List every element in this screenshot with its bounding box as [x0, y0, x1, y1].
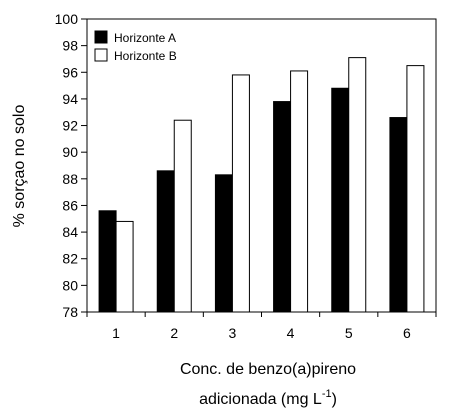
bar-horizonte-b-1 — [115, 220, 134, 313]
y-tick-label: 98 — [62, 38, 78, 54]
x-tick-label: 3 — [229, 325, 237, 341]
bars — [98, 57, 425, 313]
y-tick-label: 94 — [62, 91, 78, 107]
x-tick-label: 6 — [403, 325, 411, 341]
bar-horizonte-b-4 — [290, 70, 309, 313]
y-axis-ticks: 78 80 82 84 86 88 90 92 94 96 98 100 — [55, 11, 87, 320]
bar-horizonte-b-6 — [406, 65, 425, 313]
y-tick-label: 78 — [62, 304, 78, 320]
y-tick-label: 100 — [55, 11, 79, 27]
x-axis-title-line2: adicionada (mg L-1) — [199, 388, 337, 408]
y-tick-label: 90 — [62, 144, 78, 160]
legend-label-horizonte-b: Horizonte B — [114, 49, 177, 63]
y-tick-label: 96 — [62, 64, 78, 80]
y-axis-title: % sorçao no solo — [11, 105, 28, 228]
x-tick-label: 2 — [170, 325, 178, 341]
bar-horizonte-a-3 — [214, 174, 233, 313]
y-tick-label: 82 — [62, 251, 78, 267]
bar-horizonte-b-2 — [173, 119, 192, 313]
y-tick-label: 86 — [62, 197, 78, 213]
legend-label-horizonte-a: Horizonte A — [114, 31, 176, 45]
y-tick-label: 84 — [62, 224, 78, 240]
y-tick-label: 88 — [62, 171, 78, 187]
bar-horizonte-a-5 — [331, 87, 350, 313]
bar-horizonte-a-6 — [389, 117, 408, 313]
x-tick-label: 1 — [112, 325, 120, 341]
bar-horizonte-a-4 — [273, 101, 292, 313]
x-tick-label: 4 — [287, 325, 295, 341]
x-axis-ticks: 1 2 3 4 5 6 — [86, 312, 437, 341]
x-axis-title-line1: Conc. de benzo(a)pireno — [180, 361, 356, 378]
bar-horizonte-a-2 — [156, 170, 175, 313]
legend-swatch-horizonte-a — [94, 30, 108, 44]
bar-horizonte-a-1 — [98, 210, 117, 313]
x-tick-label: 5 — [345, 325, 353, 341]
legend: Horizonte A Horizonte B — [94, 30, 177, 63]
bar-horizonte-b-5 — [348, 57, 367, 313]
bar-horizonte-b-3 — [231, 74, 250, 313]
y-tick-label: 80 — [62, 277, 78, 293]
y-tick-label: 92 — [62, 118, 78, 134]
legend-swatch-horizonte-b — [94, 48, 108, 62]
plot-frame — [86, 18, 437, 313]
